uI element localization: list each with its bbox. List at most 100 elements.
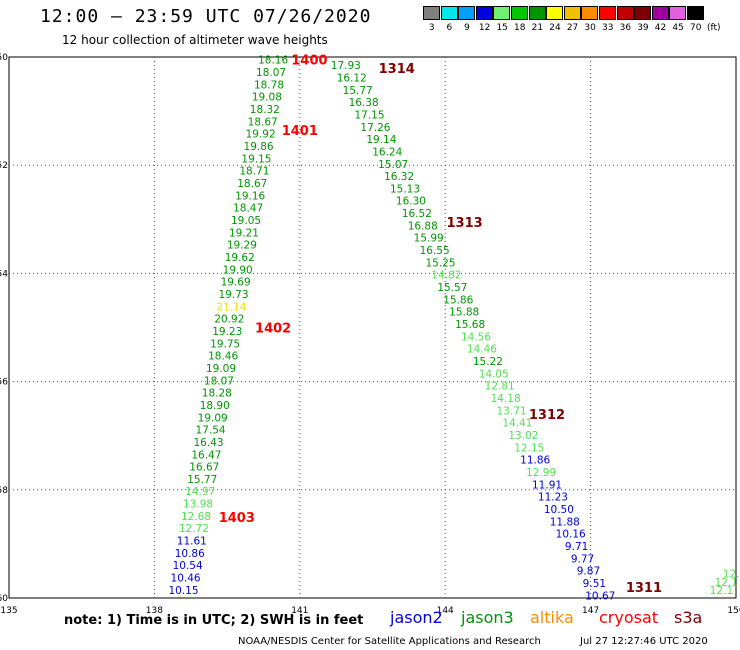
swh-value-label: 18.67 [248, 116, 278, 128]
swh-value-label: 16.43 [193, 437, 223, 449]
swh-value-label: 14.56 [461, 331, 491, 343]
y-tick-label: -58 [0, 486, 8, 496]
swh-value-label: 19.62 [225, 252, 255, 264]
swh-value-label: 18.67 [237, 178, 267, 190]
swh-value-label: 19.16 [235, 190, 265, 202]
y-tick-label: -54 [0, 269, 8, 279]
swh-value-label: 17.93 [331, 60, 361, 72]
swh-value-label: 14.97 [185, 486, 215, 498]
color-scale-legend: 3 6 9 12 15 18 21 24 27 30 33 36 39 42 45 70 [423, 6, 705, 33]
swh-value-label: 13.98 [183, 499, 213, 511]
pass-time-label: 1312 [529, 408, 565, 423]
legend-swatch [528, 6, 546, 20]
swh-value-label: 19.09 [206, 363, 236, 375]
legend-bin: 33 [598, 6, 617, 33]
swh-value-label: 18.32 [250, 104, 280, 116]
legend-bin: 36 [616, 6, 635, 33]
legend-bin: 24 [546, 6, 564, 33]
legend-swatch [510, 6, 528, 20]
swh-value-label: 15.99 [414, 233, 444, 245]
legend-label: 70 [689, 23, 702, 33]
swh-value-label: 18.16 [258, 55, 288, 67]
y-tick-label: -52 [0, 161, 8, 171]
swh-value-label: 11.88 [550, 516, 580, 528]
legend-swatch [546, 6, 564, 20]
swh-value-label: 14.18 [491, 393, 521, 405]
x-tick-label: 150 [727, 606, 740, 616]
swh-value-label: 12.15 [514, 442, 544, 454]
legend-label: 12 [478, 23, 491, 33]
swh-value-label: 12. [723, 569, 740, 581]
swh-value-label: 13.02 [508, 430, 538, 442]
swh-value-label: 13.71 [497, 405, 527, 417]
swh-value-label: 14.82 [431, 270, 461, 282]
swh-value-label: 19.21 [229, 227, 259, 239]
swh-value-label: 10.46 [171, 573, 201, 585]
swh-value-label: 11.61 [177, 536, 207, 548]
swh-value-label: 19.86 [244, 141, 274, 153]
y-tick-label: -50 [0, 53, 8, 63]
swh-value-label: 15.77 [187, 474, 217, 486]
swh-value-label: 12.81 [485, 381, 515, 393]
legend-bin: 42 [651, 6, 670, 33]
swh-value-label: 12.1 [715, 577, 738, 589]
legend-label: 27 [566, 23, 579, 33]
swh-value-label: 19.73 [218, 289, 248, 301]
generated-timestamp: Jul 27 12:27:46 UTC 2020 [580, 636, 708, 647]
pass-time-label: 1314 [379, 62, 415, 77]
swh-value-label: 16.88 [408, 220, 438, 232]
legend-label: 42 [654, 23, 667, 33]
legend-swatch [581, 6, 599, 20]
legend-label: 36 [619, 23, 632, 33]
swh-value-label: 19.29 [227, 240, 257, 252]
swh-value-label: 18.07 [204, 375, 234, 387]
swh-value-label: 9.51 [583, 578, 606, 590]
swh-value-label: 15.13 [390, 183, 420, 195]
pass-time-label: 1400 [291, 54, 327, 69]
swh-value-label: 16.52 [402, 208, 432, 220]
y-tick-label: -56 [0, 378, 8, 388]
swh-value-label: 20.92 [214, 314, 244, 326]
plot-frame [8, 56, 737, 599]
legend-bin: 9 [458, 6, 476, 33]
swh-value-label: 11.91 [532, 479, 562, 491]
swh-value-label: 16.32 [384, 171, 414, 183]
swh-value-label: 10.15 [168, 585, 198, 597]
legend-label: 33 [602, 23, 614, 33]
legend-bin: 12 [475, 6, 494, 33]
legend-swatch [651, 6, 669, 20]
legend-swatch [686, 6, 704, 20]
legend-label: 45 [672, 23, 684, 33]
legend-swatch [458, 6, 476, 20]
legend-swatch [423, 6, 440, 20]
swh-value-label: 19.92 [246, 129, 276, 141]
legend-bin: 15 [493, 6, 511, 33]
swh-value-label: 19.08 [252, 92, 282, 104]
legend-bin: 39 [634, 6, 652, 33]
swh-value-label: 19.90 [223, 264, 253, 276]
pass-time-label: 1311 [626, 581, 662, 596]
swh-value-label: 11.23 [538, 492, 568, 504]
legend-unit: (ft) [707, 23, 721, 33]
swh-value-label: 15.07 [378, 159, 408, 171]
legend-bin: 45 [669, 6, 687, 33]
legend-label: 21 [531, 23, 544, 33]
legend-label: 39 [637, 23, 649, 33]
legend-label: 9 [464, 23, 470, 33]
swh-value-label: 15.77 [343, 85, 373, 97]
swh-value-label: 12.1 [710, 585, 733, 597]
swh-value-label: 19.09 [198, 412, 228, 424]
credit-line: NOAA/NESDIS Center for Satellite Applica… [238, 636, 541, 647]
legend-swatch [563, 6, 581, 20]
footnote: note: 1) Time is in UTC; 2) SWH is in fe… [64, 613, 364, 628]
swh-value-label: 15.86 [443, 294, 473, 306]
pass-time-label: 1313 [446, 216, 482, 231]
swh-value-label: 16.12 [337, 72, 367, 84]
legend-swatch [493, 6, 511, 20]
mission-altika: altika [530, 608, 574, 627]
swh-value-label: 14.41 [502, 418, 532, 430]
swh-value-label: 18.07 [256, 67, 286, 79]
x-tick-label: 135 [0, 606, 17, 616]
figure-title: 12:00 – 23:59 UTC 07/26/2020 [40, 6, 372, 27]
